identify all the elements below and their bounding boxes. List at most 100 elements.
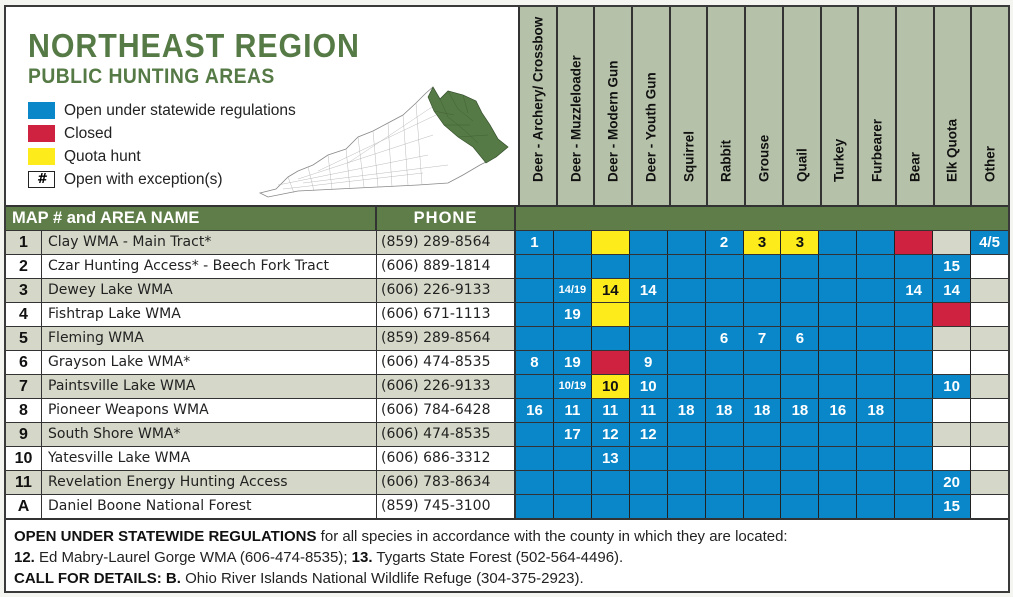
legend-label: Quota hunt (64, 147, 141, 165)
status-cell-open (781, 423, 820, 446)
map-number: 6 (6, 351, 42, 374)
area-name: Fishtrap Lake WMA (42, 303, 377, 326)
status-cell-open (705, 375, 744, 398)
species-column-header: Squirrel (668, 7, 707, 205)
area-name: Grayson Lake WMA* (42, 351, 377, 374)
status-cell-open (819, 495, 858, 518)
species-status-cells: 8 19 9 (516, 351, 1008, 374)
area-phone: (606) 784-6428 (377, 399, 516, 422)
status-cell-open: 20 (933, 471, 972, 494)
species-column-header: Elk Quota (932, 7, 971, 205)
status-cell-white (971, 351, 1008, 374)
status-cell-open (705, 351, 744, 374)
species-column-header: Deer - Youth Gun (631, 7, 669, 205)
footer-statewide-heading: OPEN UNDER STATEWIDE REGULATIONS (14, 528, 317, 545)
status-cell-white (971, 447, 1008, 470)
status-cell-open (629, 471, 668, 494)
species-label: Quail (794, 148, 810, 182)
status-cell-open (705, 447, 744, 470)
status-cell-open: 19 (553, 351, 592, 374)
status-cell-open (895, 255, 934, 278)
footer-statewide-text: for all species in accordance with the c… (316, 528, 788, 545)
area-phone: (606) 474-8535 (377, 423, 516, 446)
status-cell-quota (591, 231, 630, 254)
status-cell-open (743, 423, 782, 446)
status-cell-open (667, 279, 706, 302)
status-cell-open (743, 495, 782, 518)
footer-notes: OPEN UNDER STATEWIDE REGULATIONS for all… (6, 518, 1008, 591)
status-cell-closed (591, 351, 630, 374)
status-cell-open (781, 255, 820, 278)
species-label: Rabbit (718, 140, 734, 182)
map-number: 7 (6, 375, 42, 398)
hunting-areas-chart: NORTHEAST REGION PUBLIC HUNTING AREAS Op… (4, 5, 1010, 593)
status-cell-open (516, 423, 554, 446)
status-cell-closed (933, 303, 972, 326)
species-column-headers: Deer - Archery/ Crossbow Deer - Muzzleloa… (518, 7, 1008, 205)
status-cell-open (743, 303, 782, 326)
species-label: Furbearer (869, 118, 885, 182)
area-name: Czar Hunting Access* - Beech Fork Tract (42, 255, 377, 278)
map-number: 1 (6, 231, 42, 254)
species-column-header: Deer - Modern Gun (593, 7, 631, 205)
status-cell-open: 17 (553, 423, 592, 446)
status-cell-gray (933, 327, 972, 350)
status-cell-open (819, 447, 858, 470)
status-cell-gray (971, 327, 1008, 350)
species-column-header: Turkey (819, 7, 858, 205)
species-status-cells: 17 12 12 (516, 423, 1008, 446)
status-cell-open (667, 231, 706, 254)
status-cell-open (591, 327, 630, 350)
status-cell-open (781, 303, 820, 326)
status-cell-open (895, 423, 934, 446)
footer-call-text: Ohio River Islands National Wildlife Ref… (180, 570, 584, 587)
status-cell-open (857, 351, 896, 374)
map-number: A (6, 495, 42, 518)
species-label: Deer - Muzzleloader (568, 55, 584, 182)
area-name: Daniel Boone National Forest (42, 495, 377, 518)
status-cell-open (516, 447, 554, 470)
status-cell-open: 15 (933, 255, 972, 278)
footer-line-2: 12. Ed Mabry-Laurel Gorge WMA (606-474-8… (14, 547, 1000, 568)
status-cell-open (629, 303, 668, 326)
legend-item: Closed (28, 122, 296, 145)
status-cell-open (629, 255, 668, 278)
table-row: 7 Paintsville Lake WMA (606) 226-9133 10/19… (6, 374, 1008, 398)
status-cell-open (705, 471, 744, 494)
table-body: 1 Clay WMA - Main Tract* (859) 289-8564 1 2 3… (6, 230, 1008, 518)
status-cell-white (933, 447, 972, 470)
status-cell-open (819, 375, 858, 398)
status-cell-open (516, 303, 554, 326)
status-cell-open (553, 327, 592, 350)
species-label: Turkey (831, 138, 847, 182)
map-number: 10 (6, 447, 42, 470)
status-cell-open (895, 471, 934, 494)
status-cell-open (705, 303, 744, 326)
table-row: 3 Dewey Lake WMA (606) 226-9133 14/19 14 14 14… (6, 278, 1008, 302)
status-cell-open: 11 (553, 399, 592, 422)
map-number: 8 (6, 399, 42, 422)
status-cell-open (895, 375, 934, 398)
status-cell-gray (933, 231, 972, 254)
status-cell-open (857, 375, 896, 398)
area-name: Clay WMA - Main Tract* (42, 231, 377, 254)
footer-call-heading: CALL FOR DETAILS: B. (14, 570, 181, 587)
legend-swatch-icon (28, 125, 55, 142)
area-name: Yatesville Lake WMA (42, 447, 377, 470)
species-label: Squirrel (681, 130, 697, 182)
status-cell-open (857, 471, 896, 494)
status-cell-open (516, 255, 554, 278)
status-cell-open (781, 375, 820, 398)
status-cell-open: 2 (705, 231, 744, 254)
status-cell-open (895, 303, 934, 326)
status-cell-open (705, 279, 744, 302)
status-cell-open (743, 351, 782, 374)
status-cell-open: 13 (591, 447, 630, 470)
status-cell-open (819, 279, 858, 302)
species-status-cells: 19 (516, 303, 1008, 326)
status-cell-open: 1 (516, 231, 554, 254)
area-name: Dewey Lake WMA (42, 279, 377, 302)
legend: Open under statewide regulations Closed Qu… (28, 99, 296, 191)
status-cell-open (857, 327, 896, 350)
